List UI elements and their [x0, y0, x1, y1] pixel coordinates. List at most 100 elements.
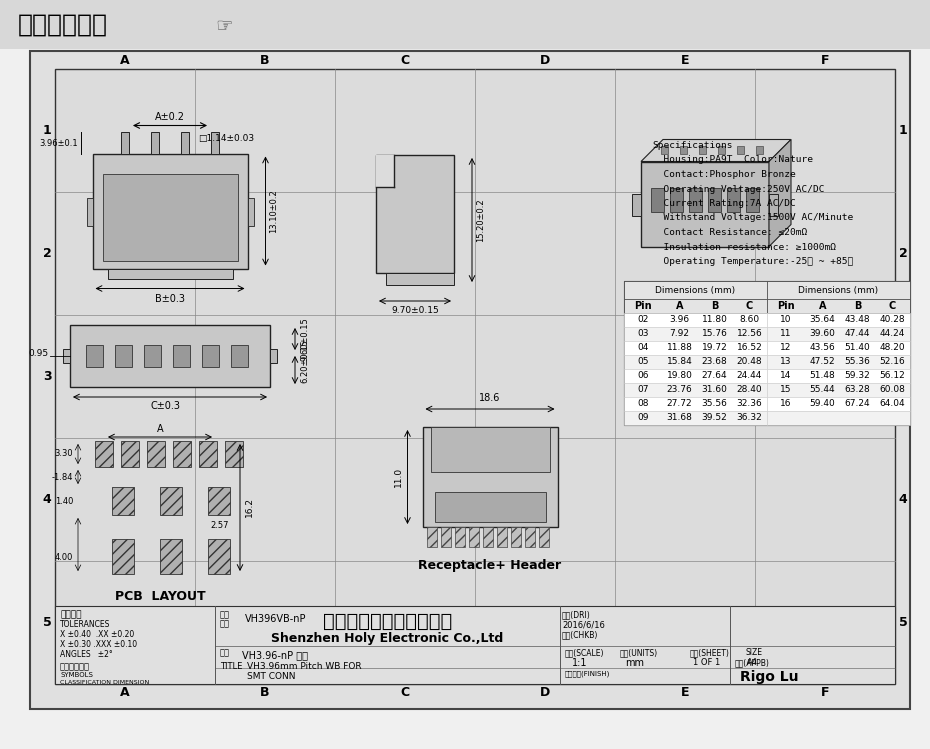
- Bar: [121, 441, 139, 467]
- Bar: [455, 527, 464, 547]
- Bar: [624, 281, 767, 299]
- Text: 28.40: 28.40: [737, 386, 763, 395]
- Bar: [173, 441, 191, 467]
- Text: Withstand Voltage:1500V AC/Minute: Withstand Voltage:1500V AC/Minute: [652, 213, 853, 222]
- Bar: [624, 327, 767, 341]
- Text: 一般公差: 一般公差: [60, 610, 82, 619]
- Text: F: F: [821, 685, 830, 699]
- Bar: [469, 527, 479, 547]
- Bar: [0, 0, 930, 49]
- Text: 审核(CHKB): 审核(CHKB): [562, 630, 598, 639]
- Bar: [386, 273, 454, 285]
- Text: Operating Voltage:250V AC/DC: Operating Voltage:250V AC/DC: [652, 184, 825, 193]
- Text: Receptacle+ Header: Receptacle+ Header: [418, 559, 562, 571]
- Text: 39.52: 39.52: [701, 413, 727, 422]
- Bar: [181, 132, 189, 154]
- Text: CLASSIFICATION DIMENSION: CLASSIFICATION DIMENSION: [60, 680, 149, 685]
- Bar: [247, 198, 254, 226]
- Bar: [497, 527, 507, 547]
- Text: 15: 15: [780, 386, 791, 395]
- Text: 4: 4: [898, 493, 908, 506]
- Text: 深圳市宏利电子有限公司: 深圳市宏利电子有限公司: [323, 612, 452, 631]
- Polygon shape: [641, 139, 791, 162]
- Bar: [86, 345, 103, 367]
- Text: 47.44: 47.44: [844, 330, 870, 339]
- Bar: [767, 369, 910, 383]
- Text: 单位(UNITS): 单位(UNITS): [620, 648, 658, 657]
- Text: 2: 2: [898, 247, 908, 260]
- Text: F: F: [821, 55, 830, 67]
- Text: 59.40: 59.40: [810, 399, 835, 408]
- Text: 5: 5: [43, 616, 51, 629]
- Text: 35.64: 35.64: [810, 315, 835, 324]
- Bar: [769, 194, 778, 216]
- Text: 15.20±0.2: 15.20±0.2: [476, 198, 485, 242]
- Text: A: A: [818, 301, 826, 311]
- Text: 20.48: 20.48: [737, 357, 763, 366]
- Text: VH396VB-nP: VH396VB-nP: [245, 614, 307, 624]
- Text: 表面处理(FINISH): 表面处理(FINISH): [565, 670, 610, 676]
- Text: 03: 03: [637, 330, 649, 339]
- Text: 10: 10: [780, 315, 791, 324]
- Bar: [511, 527, 521, 547]
- Text: Contact:Phosphor Bronze: Contact:Phosphor Bronze: [652, 170, 796, 179]
- Text: 35.56: 35.56: [701, 399, 727, 408]
- Text: B: B: [260, 55, 270, 67]
- Text: 31.60: 31.60: [701, 386, 727, 395]
- Bar: [767, 341, 910, 355]
- Bar: [208, 539, 230, 574]
- Bar: [70, 325, 270, 387]
- Text: 11.80: 11.80: [701, 315, 727, 324]
- Text: 16: 16: [780, 399, 791, 408]
- Bar: [689, 188, 702, 212]
- Text: 02: 02: [637, 315, 649, 324]
- Bar: [624, 341, 767, 355]
- Text: 43.56: 43.56: [810, 344, 835, 353]
- Text: 63.28: 63.28: [844, 386, 870, 395]
- Bar: [63, 349, 70, 363]
- Text: A: A: [156, 424, 164, 434]
- Text: X ±0.40  .XX ±0.20: X ±0.40 .XX ±0.20: [60, 630, 134, 639]
- Bar: [55, 606, 895, 684]
- Text: 11.88: 11.88: [667, 344, 693, 353]
- Text: 7.92: 7.92: [670, 330, 689, 339]
- Text: 12: 12: [780, 344, 791, 353]
- Text: 8.60: 8.60: [739, 315, 760, 324]
- Bar: [55, 69, 895, 684]
- Text: 36.32: 36.32: [737, 413, 763, 422]
- Bar: [767, 383, 910, 397]
- Bar: [737, 145, 744, 154]
- Bar: [102, 174, 237, 261]
- Bar: [30, 51, 910, 709]
- Text: 32.36: 32.36: [737, 399, 763, 408]
- Text: Pin: Pin: [777, 301, 795, 311]
- Text: 1: 1: [43, 124, 51, 137]
- Text: 3.96: 3.96: [670, 315, 689, 324]
- Bar: [651, 188, 664, 212]
- Text: 43.48: 43.48: [844, 315, 870, 324]
- Text: Specifications: Specifications: [652, 141, 733, 150]
- Bar: [624, 369, 767, 383]
- Text: 27.64: 27.64: [702, 372, 727, 380]
- Text: 18.6: 18.6: [479, 393, 500, 403]
- Text: -1.84: -1.84: [51, 473, 73, 482]
- Bar: [767, 281, 910, 299]
- Bar: [121, 132, 129, 154]
- Text: 1:1: 1:1: [572, 658, 588, 668]
- Text: 6.20±0.15: 6.20±0.15: [300, 339, 309, 383]
- Text: C: C: [889, 301, 897, 311]
- Bar: [270, 349, 277, 363]
- Text: 图号: 图号: [220, 619, 230, 628]
- Bar: [767, 327, 910, 341]
- Text: 13.10±0.2: 13.10±0.2: [270, 189, 278, 233]
- Bar: [767, 355, 910, 369]
- Bar: [199, 441, 217, 467]
- Bar: [708, 188, 721, 212]
- Bar: [160, 539, 182, 574]
- Text: 04: 04: [637, 344, 649, 353]
- Text: 59.32: 59.32: [844, 372, 870, 380]
- Text: 1: 1: [898, 124, 908, 137]
- Bar: [112, 539, 134, 574]
- Text: mm: mm: [625, 658, 644, 668]
- Bar: [624, 411, 767, 425]
